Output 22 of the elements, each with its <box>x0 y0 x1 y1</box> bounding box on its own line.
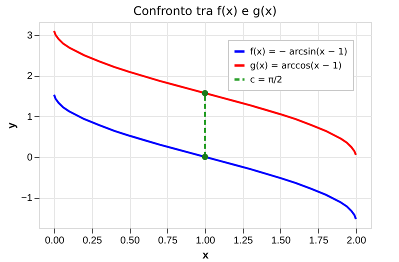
x-tick-label: 1.00 <box>196 236 216 246</box>
x-tick-label: 0.25 <box>82 236 102 246</box>
y-tick-label: 2 <box>26 71 33 82</box>
x-tick-label: 0.00 <box>44 236 65 246</box>
line-series <box>53 30 357 156</box>
y-tick-label: 0 <box>26 152 33 164</box>
x-tick-label: 1.75 <box>308 236 329 246</box>
x-tick-label: 0.50 <box>120 236 140 246</box>
x-tick-label: 1.25 <box>233 236 254 246</box>
y-axis-title: y <box>6 122 18 129</box>
x-tick-label: 2.00 <box>346 236 367 246</box>
x-axis-title: x <box>202 250 210 262</box>
chart-title: Confronto tra f(x) e g(x) <box>133 4 277 18</box>
legend-label: c = π/2 <box>250 76 282 86</box>
line-series <box>53 94 357 220</box>
y-tick-label: 1 <box>26 112 33 123</box>
legend-label: g(x) = arccos(x − 1) <box>250 62 342 72</box>
legend-label: f(x) = − arcsin(x − 1) <box>250 48 348 58</box>
x-tick-label: 1.50 <box>271 236 292 246</box>
y-tick-label: 3 <box>26 30 33 42</box>
x-tick-label: 0.75 <box>158 236 178 246</box>
y-tick-label: −1 <box>21 193 33 204</box>
